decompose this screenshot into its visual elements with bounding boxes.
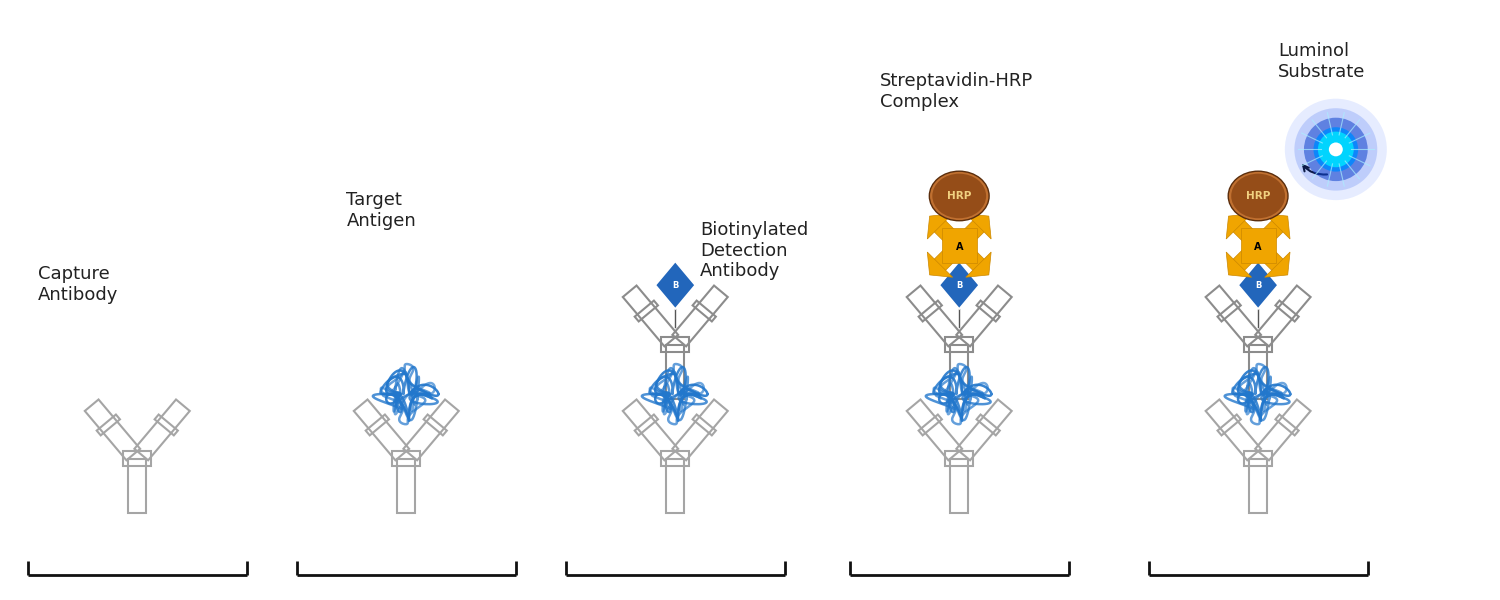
Text: A: A [956,242,963,252]
Polygon shape [1264,214,1290,239]
Ellipse shape [930,171,988,221]
Bar [951,458,968,513]
Polygon shape [954,220,986,251]
Polygon shape [1252,240,1284,272]
Text: Biotinylated
Detection
Antibody: Biotinylated Detection Antibody [700,221,808,280]
Text: HRP: HRP [946,191,972,201]
Circle shape [1314,127,1358,172]
Bar [1250,344,1268,399]
Polygon shape [1232,240,1263,272]
Bar [945,451,974,466]
Text: HRP: HRP [1246,191,1270,201]
Bar [1250,458,1268,513]
Polygon shape [927,214,952,239]
Ellipse shape [1228,171,1288,221]
Polygon shape [966,252,992,277]
Ellipse shape [1232,173,1286,218]
Text: B: B [956,281,963,290]
Text: B: B [1256,281,1262,290]
Bar [393,451,420,466]
Bar [666,458,684,513]
Circle shape [1286,98,1388,200]
Polygon shape [927,252,952,277]
Text: Streptavidin-HRP
Complex: Streptavidin-HRP Complex [879,72,1034,111]
Text: A: A [1254,242,1262,252]
Bar [123,451,152,466]
Bar [662,451,688,466]
Polygon shape [1226,252,1251,277]
Text: Luminol
Substrate: Luminol Substrate [1278,43,1365,81]
Circle shape [1329,142,1342,157]
Polygon shape [656,262,694,309]
Bar [662,337,688,352]
Bar [398,458,416,513]
Polygon shape [1264,252,1290,277]
Bar [942,228,976,263]
Polygon shape [1238,262,1278,309]
Polygon shape [933,220,964,251]
Text: B: B [672,281,678,290]
Bar [666,344,684,399]
Circle shape [1318,131,1354,167]
Bar [129,458,146,513]
Bar [945,337,974,352]
Polygon shape [966,214,992,239]
Polygon shape [1232,220,1263,251]
Text: Target
Antigen: Target Antigen [346,191,416,230]
Polygon shape [939,262,980,309]
Bar [1240,228,1275,263]
Bar [1244,337,1272,352]
Polygon shape [1226,214,1251,239]
Circle shape [1304,118,1368,181]
Circle shape [1294,108,1377,191]
Bar [1244,451,1272,466]
Polygon shape [954,240,986,272]
Polygon shape [1252,220,1284,251]
Polygon shape [933,240,964,272]
Ellipse shape [933,173,986,218]
Text: Capture
Antibody: Capture Antibody [38,265,118,304]
Bar [951,344,968,399]
